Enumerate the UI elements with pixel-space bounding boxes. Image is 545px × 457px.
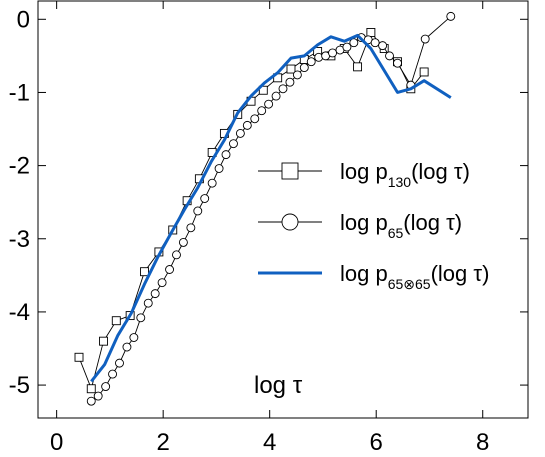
- series-line: [90, 33, 452, 383]
- plot-frame: [37, 0, 529, 419]
- x-tick-label: 8: [476, 429, 489, 456]
- data-point: [86, 396, 96, 406]
- axis-ticks: 0 2 4 6 8 0 -1 -2 -3 -4 -5: [9, 1, 528, 456]
- legend-label: log p65(log τ): [340, 210, 462, 241]
- series-2: [90, 33, 452, 383]
- data-point: [349, 38, 359, 48]
- legend-marker: [281, 162, 299, 180]
- data-point: [143, 298, 153, 308]
- data-point: [157, 278, 167, 288]
- x-tick-label: 6: [370, 429, 383, 456]
- y-tick-label: -4: [9, 299, 30, 326]
- data-point: [420, 34, 430, 44]
- data-point: [257, 106, 267, 116]
- data-point: [165, 265, 175, 274]
- data-point: [299, 63, 309, 73]
- data-point: [172, 250, 181, 260]
- data-point: [278, 84, 288, 94]
- data-point: [292, 70, 302, 80]
- data-point: [86, 384, 96, 394]
- legend-marker: [281, 213, 299, 231]
- data-point: [446, 11, 456, 21]
- data-point: [101, 382, 111, 391]
- legend-label: log p130(log τ): [340, 159, 470, 190]
- data-point: [140, 267, 149, 277]
- y-tick-label: -5: [9, 372, 30, 399]
- data-point: [200, 194, 210, 203]
- data-point: [229, 139, 238, 149]
- data-point: [74, 352, 84, 362]
- y-tick-label: -1: [9, 79, 30, 106]
- y-tick-label: -2: [9, 153, 30, 180]
- data-point: [122, 342, 132, 352]
- data-point: [99, 336, 108, 346]
- data-point: [328, 48, 337, 58]
- data-point: [214, 164, 224, 173]
- data-point: [221, 150, 231, 160]
- data-point: [271, 91, 281, 101]
- x-axis-label: log τ: [254, 372, 303, 399]
- series-1: [86, 11, 456, 406]
- data-point: [242, 120, 252, 130]
- y-tick-label: 0: [17, 6, 30, 33]
- x-tick-label: 2: [156, 429, 169, 456]
- data-point: [264, 99, 274, 109]
- legend-label: log p65⊗65(log τ): [340, 261, 489, 292]
- legend-item-2: log p65⊗65(log τ): [258, 261, 489, 292]
- data-point: [385, 51, 394, 61]
- legend-item-0: log p130(log τ): [258, 159, 470, 190]
- data-point: [370, 38, 380, 48]
- data-point: [111, 316, 121, 326]
- data-point: [108, 369, 118, 379]
- data-point: [193, 206, 203, 216]
- data-point: [342, 42, 352, 52]
- data-point: [306, 57, 316, 67]
- data-point: [378, 41, 388, 51]
- data-point: [250, 114, 260, 124]
- data-point: [136, 313, 146, 323]
- data-point: [178, 237, 188, 247]
- data-point: [366, 28, 376, 37]
- data-point: [186, 223, 196, 233]
- data-point: [285, 77, 295, 87]
- legend-item-1: log p65(log τ): [258, 210, 462, 241]
- legend: log p130(log τ) log p65(log τ) log p65⊗65(…: [258, 159, 489, 292]
- data-point: [419, 67, 429, 77]
- data-point: [93, 391, 103, 401]
- data-point: [129, 333, 139, 342]
- plot-border: [37, 0, 529, 419]
- data-point: [258, 85, 268, 95]
- series-line: [91, 16, 452, 402]
- x-tick-label: 4: [263, 429, 276, 456]
- data-point: [286, 64, 296, 74]
- data-point: [235, 128, 245, 138]
- data-point: [150, 289, 160, 299]
- data-point: [115, 358, 124, 368]
- data-point: [353, 62, 363, 72]
- series-layer: [74, 11, 456, 406]
- data-point: [393, 58, 402, 68]
- x-tick-label: 0: [50, 429, 63, 456]
- y-tick-label: -3: [9, 226, 30, 253]
- data-point: [207, 178, 217, 188]
